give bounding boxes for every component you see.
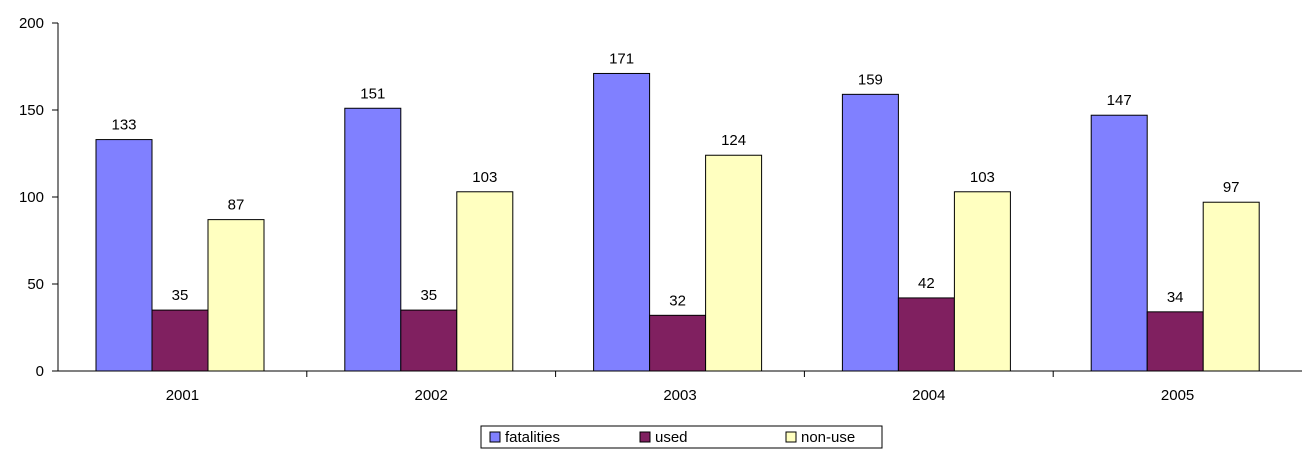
x-tick-label: 2003 — [663, 387, 696, 404]
bar-non-use-2005 — [1202, 201, 1260, 372]
legend-swatch-used — [639, 431, 651, 443]
bar-fatalities-2001 — [95, 139, 153, 372]
data-label: 103 — [472, 169, 497, 186]
x-tick-label: 2004 — [912, 387, 945, 404]
data-label: 151 — [360, 85, 385, 102]
legend-label-fatalities: fatalities — [505, 429, 560, 446]
data-label: 159 — [858, 71, 883, 88]
bar-used-2003 — [649, 314, 707, 372]
data-label: 147 — [1107, 92, 1132, 109]
bar-fatalities-2005 — [1090, 114, 1148, 372]
bar-fatalities-2003 — [593, 72, 651, 372]
x-tick-label: 2002 — [415, 387, 448, 404]
data-label: 35 — [420, 287, 437, 304]
x-tick-label: 2005 — [1161, 387, 1194, 404]
bars — [95, 72, 1260, 372]
bar-fatalities-2004 — [841, 93, 899, 372]
data-label: 171 — [609, 50, 634, 67]
legend: fatalities used non-use — [480, 425, 883, 449]
y-tick-label: 50 — [27, 276, 44, 293]
data-label: 124 — [721, 132, 746, 149]
data-label: 32 — [669, 292, 686, 309]
data-label: 42 — [918, 275, 935, 292]
y-tick-label: 100 — [19, 189, 44, 206]
bar-fatalities-2002 — [344, 107, 402, 372]
bar-used-2001 — [151, 309, 209, 372]
x-tick-label: 2001 — [166, 387, 199, 404]
y-tick-label: 200 — [19, 15, 44, 32]
bar-non-use-2003 — [705, 154, 763, 372]
bar-used-2005 — [1146, 311, 1204, 372]
data-label: 133 — [111, 117, 136, 134]
legend-box — [480, 425, 883, 449]
y-tick-label: 0 — [36, 363, 44, 380]
bar-non-use-2004 — [953, 191, 1011, 372]
bar-non-use-2002 — [456, 191, 514, 372]
y-tick-label: 150 — [19, 102, 44, 119]
legend-label-used: used — [655, 429, 688, 446]
data-label: 97 — [1223, 179, 1240, 196]
legend-label-non-use: non-use — [801, 429, 855, 446]
legend-swatch-non-use — [785, 431, 797, 443]
data-label: 35 — [172, 287, 189, 304]
legend-swatch-fatalities — [489, 431, 501, 443]
bar-used-2002 — [400, 309, 458, 372]
data-label: 103 — [970, 169, 995, 186]
bar-non-use-2001 — [207, 219, 265, 372]
x-axis: 2001 2002 2003 2004 2005 — [58, 370, 1302, 404]
data-label: 34 — [1167, 289, 1184, 306]
data-label: 87 — [228, 197, 245, 214]
y-axis: 0 50 100 150 200 — [19, 15, 59, 380]
data-labels: 133 35 87 151 35 103 171 32 124 159 42 103 147 34 97 — [111, 50, 1239, 309]
bar-used-2004 — [897, 297, 955, 372]
